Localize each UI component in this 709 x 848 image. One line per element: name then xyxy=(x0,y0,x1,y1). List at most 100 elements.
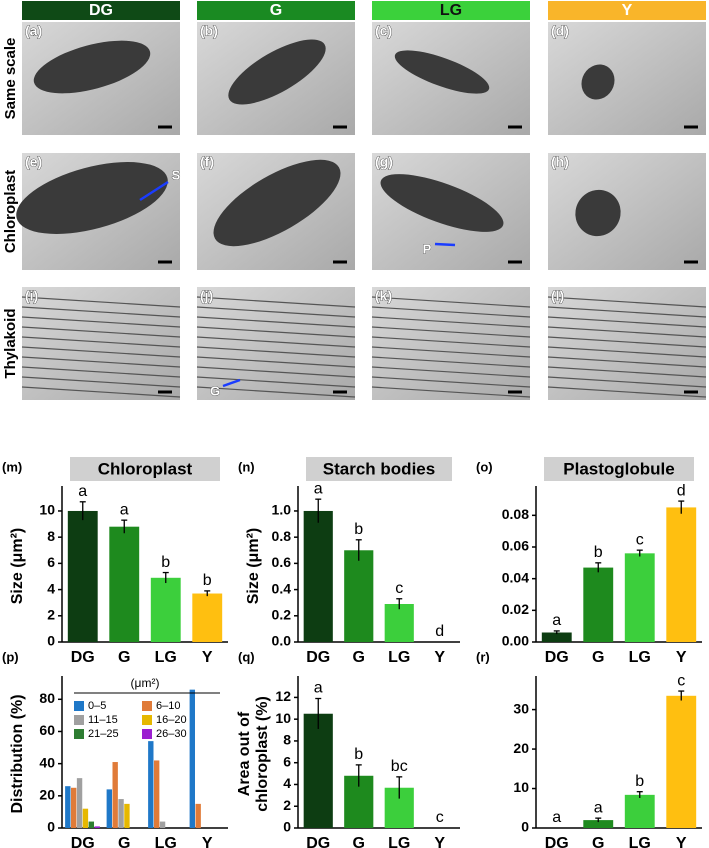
legend-swatch xyxy=(142,729,152,739)
bar xyxy=(118,799,124,828)
legend-swatch xyxy=(142,701,152,711)
y-tick-label: 0 xyxy=(283,819,291,835)
x-tick-label: G xyxy=(118,835,130,848)
significance-letter: a xyxy=(314,680,323,697)
bar xyxy=(112,762,118,828)
arrow xyxy=(139,180,169,202)
x-tick-label: G xyxy=(353,835,365,848)
membrane xyxy=(21,366,181,378)
bar xyxy=(82,808,89,828)
significance-letter: d xyxy=(435,623,444,640)
arrow xyxy=(222,378,241,388)
panel-letter: (r) xyxy=(476,649,490,664)
y-tick-label: 0 xyxy=(47,633,55,649)
membrane xyxy=(21,336,181,348)
x-tick-label: Y xyxy=(676,649,687,666)
x-tick-label: G xyxy=(592,649,604,666)
significance-letter: a xyxy=(78,483,87,500)
panel-letter: (m) xyxy=(2,459,22,474)
y-tick-label: 0.02 xyxy=(502,601,529,617)
y-tick-label: 1.0 xyxy=(272,502,292,518)
bar xyxy=(583,567,614,642)
organelle xyxy=(380,174,504,232)
panel-letter: (o) xyxy=(476,459,493,474)
membrane xyxy=(371,306,531,318)
y-tick-label: 0 xyxy=(47,819,55,835)
column-label: DG xyxy=(89,2,113,19)
significance-letter: b xyxy=(161,554,170,571)
legend-label: 6–10 xyxy=(156,700,180,712)
membrane xyxy=(196,366,356,378)
membrane xyxy=(21,386,181,398)
y-tick-label: 0 xyxy=(521,819,529,835)
membrane xyxy=(21,376,181,388)
membrane xyxy=(547,386,707,398)
organelle xyxy=(213,159,341,247)
row-label: Same scale xyxy=(2,38,19,120)
y-tick-label: 40 xyxy=(39,754,55,770)
y-tick-label: 2 xyxy=(283,797,291,813)
bar xyxy=(192,593,223,642)
micrograph xyxy=(22,287,180,400)
membrane xyxy=(371,366,531,378)
panel-letter: (h) xyxy=(551,154,569,170)
micrograph xyxy=(548,22,706,135)
membrane xyxy=(21,316,181,328)
micrograph xyxy=(548,153,706,270)
bar xyxy=(195,803,201,828)
x-tick-label: DG xyxy=(71,649,95,666)
legend-swatch xyxy=(74,701,84,711)
membrane xyxy=(21,296,181,308)
membrane xyxy=(547,306,707,318)
significance-letter: a xyxy=(314,480,323,497)
bar xyxy=(94,826,100,828)
x-tick-label: LG xyxy=(155,835,177,848)
membrane xyxy=(547,336,707,348)
panel-letter: (n) xyxy=(238,459,255,474)
membrane xyxy=(371,336,531,348)
x-tick-label: G xyxy=(592,835,604,848)
y-tick-label: 80 xyxy=(39,690,55,706)
organelle xyxy=(228,39,326,105)
panel-letter: (p) xyxy=(2,649,19,664)
organelle xyxy=(16,162,168,234)
membrane xyxy=(547,356,707,368)
membrane xyxy=(21,356,181,368)
significance-letter: b xyxy=(354,746,363,763)
significance-letter: b xyxy=(354,521,363,538)
chart-title: Starch bodies xyxy=(323,459,435,478)
bar xyxy=(303,713,333,828)
x-tick-label: LG xyxy=(629,835,651,848)
y-tick-label: 4 xyxy=(47,580,55,596)
chart-title: Chloroplast xyxy=(98,459,193,478)
significance-letter: a xyxy=(120,501,129,518)
bar xyxy=(109,526,140,642)
organelle xyxy=(33,40,151,94)
chart-title-box xyxy=(544,457,694,481)
annotation: G xyxy=(210,383,220,398)
x-tick-label: Y xyxy=(676,835,687,848)
x-tick-label: G xyxy=(118,649,130,666)
bar xyxy=(106,789,112,828)
bar xyxy=(624,553,655,642)
y-tick-label: 6 xyxy=(283,753,291,769)
organelle xyxy=(575,189,621,237)
membrane xyxy=(196,386,356,398)
panel-letter: (q) xyxy=(238,649,255,664)
membrane xyxy=(547,376,707,388)
y-axis-label: Size (μm²) xyxy=(245,528,262,604)
column-label: Y xyxy=(622,2,633,19)
bar xyxy=(148,741,154,828)
x-tick-label: LG xyxy=(388,649,410,666)
significance-letter: b xyxy=(203,572,212,589)
y-tick-label: 6 xyxy=(47,554,55,570)
column-header xyxy=(548,1,706,20)
legend-swatch xyxy=(74,729,84,739)
annotation: S xyxy=(172,167,181,182)
column-label: LG xyxy=(440,2,462,19)
row-label: Chloroplast xyxy=(2,170,19,253)
y-tick-label: 4 xyxy=(283,775,291,791)
panel-letter: (f) xyxy=(200,154,214,170)
bar xyxy=(624,794,655,828)
micrograph xyxy=(372,287,530,400)
